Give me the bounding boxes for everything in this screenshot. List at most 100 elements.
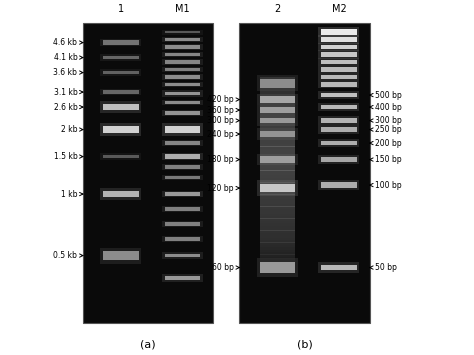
Bar: [259, 82, 295, 84]
Bar: [259, 156, 295, 159]
Bar: [162, 67, 203, 72]
Bar: [259, 131, 295, 137]
Bar: [257, 105, 298, 115]
Bar: [165, 45, 200, 49]
Bar: [162, 221, 203, 227]
Bar: [100, 89, 141, 95]
Text: 420 bp: 420 bp: [207, 95, 234, 104]
Bar: [259, 211, 295, 214]
Text: 2: 2: [274, 4, 281, 14]
Bar: [162, 29, 203, 35]
Bar: [259, 223, 295, 226]
Bar: [162, 91, 203, 97]
Bar: [259, 165, 295, 168]
Bar: [165, 38, 200, 41]
Bar: [165, 154, 200, 159]
Text: (b): (b): [297, 340, 312, 350]
Bar: [259, 127, 295, 130]
Bar: [259, 225, 295, 228]
Bar: [259, 199, 295, 202]
Bar: [259, 213, 295, 216]
Bar: [162, 123, 203, 136]
Bar: [259, 182, 295, 185]
Bar: [259, 204, 295, 207]
Bar: [259, 153, 295, 156]
Bar: [259, 240, 295, 243]
Bar: [103, 251, 138, 260]
Bar: [259, 149, 295, 152]
Bar: [319, 180, 359, 190]
Bar: [321, 157, 356, 162]
Bar: [321, 60, 356, 64]
Bar: [319, 139, 359, 147]
Bar: [162, 59, 203, 65]
Bar: [319, 50, 359, 59]
Bar: [259, 209, 295, 212]
Bar: [259, 178, 295, 180]
Bar: [321, 93, 356, 97]
Bar: [321, 29, 356, 35]
Bar: [259, 115, 295, 118]
Bar: [259, 168, 295, 171]
Bar: [259, 175, 295, 178]
Bar: [319, 81, 359, 88]
Text: 240 bp: 240 bp: [207, 130, 234, 138]
Bar: [165, 176, 200, 179]
Bar: [83, 23, 213, 323]
Bar: [162, 274, 203, 282]
Bar: [259, 235, 295, 238]
Bar: [162, 252, 203, 259]
Bar: [162, 74, 203, 80]
Bar: [162, 175, 203, 180]
Text: 3.6 kb: 3.6 kb: [54, 68, 77, 77]
Bar: [321, 45, 356, 49]
Bar: [165, 165, 200, 169]
Text: 60 bp: 60 bp: [212, 263, 234, 272]
Bar: [103, 126, 138, 133]
Bar: [259, 185, 295, 187]
Bar: [319, 262, 359, 273]
Bar: [259, 202, 295, 204]
Bar: [259, 187, 295, 190]
Text: 0.5 kb: 0.5 kb: [54, 251, 77, 260]
Bar: [259, 190, 295, 192]
Bar: [259, 192, 295, 195]
Bar: [162, 140, 203, 146]
Bar: [259, 125, 295, 127]
Bar: [257, 258, 298, 277]
Bar: [319, 27, 359, 37]
Bar: [259, 122, 295, 125]
Bar: [319, 66, 359, 73]
Bar: [259, 266, 295, 269]
Bar: [259, 262, 295, 273]
Bar: [100, 153, 141, 160]
Bar: [239, 23, 370, 323]
Bar: [162, 110, 203, 116]
Bar: [321, 118, 356, 123]
Bar: [259, 110, 295, 113]
Bar: [259, 206, 295, 209]
Text: 300 bp: 300 bp: [207, 116, 234, 125]
Bar: [259, 161, 295, 163]
Bar: [162, 206, 203, 212]
Bar: [321, 141, 356, 146]
Bar: [259, 170, 295, 173]
Bar: [259, 118, 295, 124]
Bar: [259, 264, 295, 267]
Bar: [259, 139, 295, 142]
Bar: [259, 230, 295, 233]
Text: 4.6 kb: 4.6 kb: [54, 38, 77, 47]
Text: 3.1 kb: 3.1 kb: [54, 88, 77, 97]
Bar: [100, 39, 141, 47]
Bar: [259, 79, 295, 82]
Bar: [100, 247, 141, 263]
Text: 150 bp: 150 bp: [375, 155, 402, 164]
Bar: [259, 250, 295, 252]
Bar: [162, 153, 203, 160]
Bar: [257, 180, 298, 196]
Bar: [259, 96, 295, 99]
Bar: [259, 134, 295, 137]
Bar: [259, 132, 295, 135]
Bar: [259, 259, 295, 262]
Bar: [321, 67, 356, 72]
